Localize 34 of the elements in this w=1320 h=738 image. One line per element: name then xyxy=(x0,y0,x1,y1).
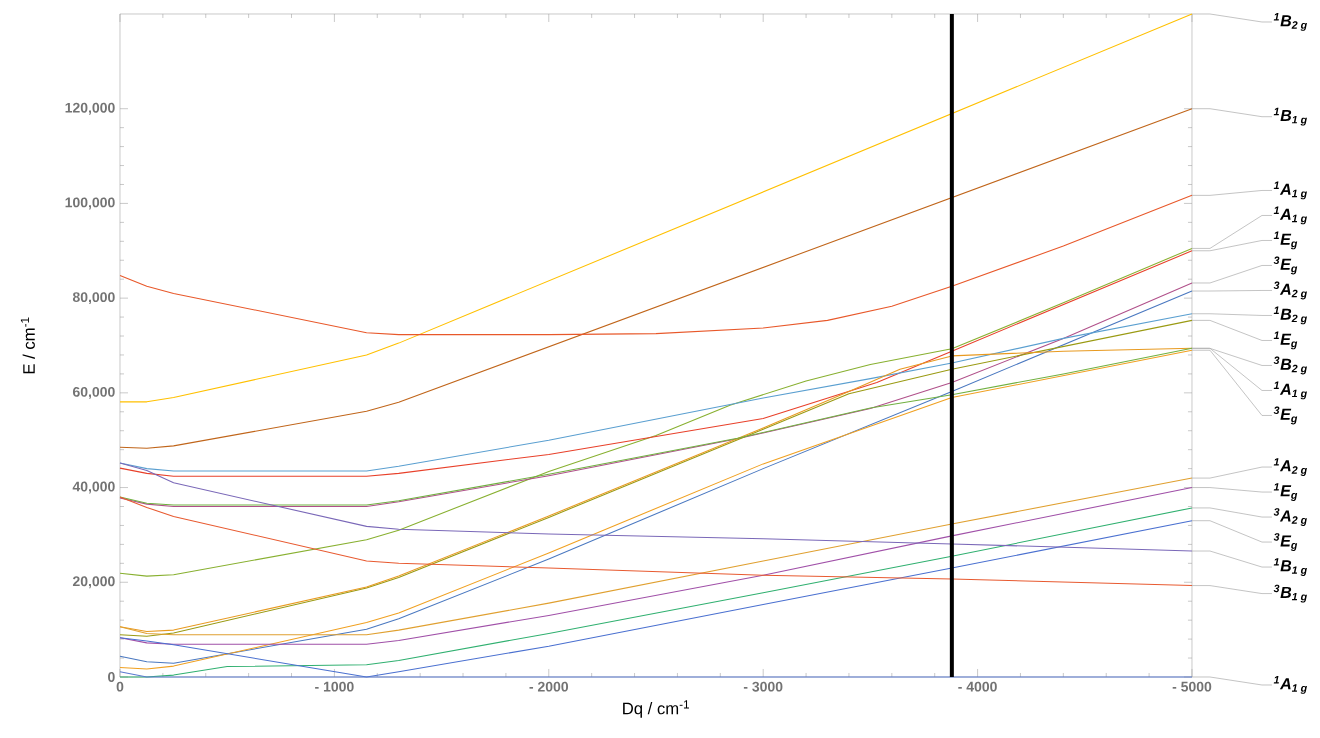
text: $^{1}$B$_{1 g}$ xyxy=(1273,558,1307,576)
x-tick-label: - 3000 xyxy=(743,681,783,692)
y-tick-label: 20,000 xyxy=(72,576,115,589)
y-axis-title: E / cm$^{-1}$ xyxy=(20,317,35,374)
text: $^{3}$E$_{g}$ xyxy=(1273,406,1298,425)
text: $^{1}$B$_{1 g}$ xyxy=(1273,107,1307,126)
x-tick-label: - 2000 xyxy=(529,681,569,692)
text: $^{1}$A$_{1 g}$ xyxy=(1273,181,1307,200)
text: $^{3}$B$_{2 g}$ xyxy=(1273,356,1307,375)
text: $^{1}$A$_{1 g}$ xyxy=(1273,676,1307,694)
text: $^{1}$E$_{g}$ xyxy=(1273,231,1298,250)
text: $^{1}$B$_{2 g}$ xyxy=(1273,306,1307,325)
text: $^{1}$A$_{1 g}$ xyxy=(1273,381,1307,400)
x-tick-label: - 4000 xyxy=(958,681,997,692)
y-tick-label: 100,000 xyxy=(65,197,115,210)
y-tick-label: 40,000 xyxy=(72,481,115,494)
y-tick-label: 0 xyxy=(108,672,115,682)
text: $^{3}$A$_{2 g}$ xyxy=(1273,281,1307,300)
x-tick-label: - 5000 xyxy=(1172,681,1212,692)
text: $^{1}$A$_{2 g}$ xyxy=(1273,458,1307,476)
x-tick-label: - 1000 xyxy=(315,681,354,692)
x-tick-label: 0 xyxy=(116,681,124,692)
text: $^{3}$E$_{g}$ xyxy=(1273,533,1298,551)
text: $^{1}$E$_{g}$ xyxy=(1273,331,1298,350)
y-tick-label: 60,000 xyxy=(72,386,115,399)
text: $^{1}$A$_{1 g}$ xyxy=(1273,206,1307,225)
x-axis-title: Dq / cm$^{-1}$ xyxy=(623,700,689,718)
text: $^{1}$B$_{2 g}$ xyxy=(1273,13,1307,31)
y-tick-label: 80,000 xyxy=(72,292,115,305)
text: $^{1}$E$_{g}$ xyxy=(1273,483,1298,501)
text: $^{3}$E$_{g}$ xyxy=(1273,256,1298,275)
text: $^{3}$B$_{1 g}$ xyxy=(1273,584,1307,603)
y-tick-label: 120,000 xyxy=(65,102,115,115)
text: $^{3}$A$_{2 g}$ xyxy=(1273,508,1307,526)
